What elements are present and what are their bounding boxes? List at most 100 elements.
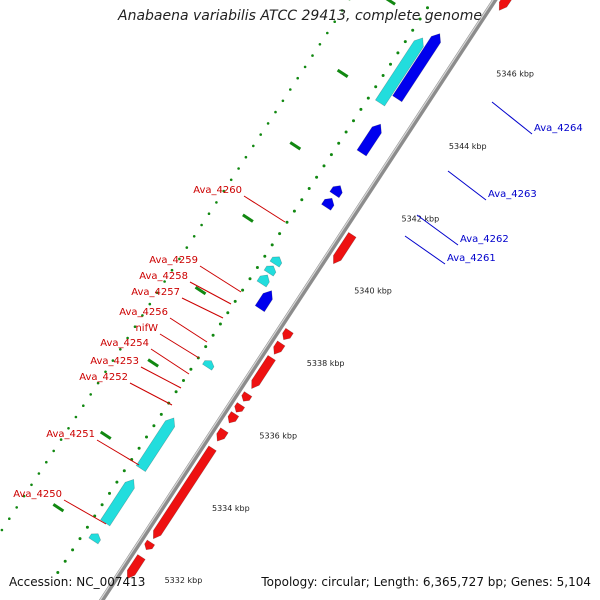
gc-dot xyxy=(222,189,226,193)
gc-dot xyxy=(233,299,237,303)
gc-dot xyxy=(207,212,211,215)
gc-dot xyxy=(115,480,119,484)
feature-ava-4258 xyxy=(263,265,277,277)
gc-dot xyxy=(274,110,277,114)
label-ava-4250: Ava_4250 xyxy=(13,489,62,500)
gc-dot xyxy=(263,254,267,258)
label-ava-4258: Ava_4258 xyxy=(139,271,188,282)
gc-dot xyxy=(300,198,304,202)
gc-dot xyxy=(163,280,166,283)
tick-label: 5340 kbp xyxy=(354,287,392,296)
tick-mark xyxy=(336,68,349,78)
tick-label: 5332 kbp xyxy=(165,576,203,585)
tick-mark xyxy=(99,430,112,440)
feature-ava-4255 xyxy=(273,340,286,355)
feature-ava-4251 xyxy=(135,417,176,473)
leader-line xyxy=(63,499,107,525)
feature-ava-4263 xyxy=(356,123,382,157)
gc-dot xyxy=(145,435,148,439)
gc-dot xyxy=(292,209,296,213)
gc-dot xyxy=(0,528,4,532)
gc-dot xyxy=(152,424,156,428)
gc-dot xyxy=(352,119,355,123)
gc-dot xyxy=(215,201,218,204)
tick-mark xyxy=(385,0,396,6)
gc-dot xyxy=(322,164,326,168)
gc-dot xyxy=(344,130,348,134)
tick-marks: 5332 kbp 5334 kbp 5336 kbp 5338 kbp 5340 kbp… xyxy=(52,0,534,585)
gc-dot xyxy=(381,74,385,77)
gc-dot xyxy=(174,390,178,394)
tick-label: 5338 kbp xyxy=(307,359,345,368)
feature-ava-4260 xyxy=(333,231,357,265)
backbone-line xyxy=(98,0,498,600)
gc-dot xyxy=(303,65,307,69)
feature-ava-4254 xyxy=(251,354,276,390)
feature-arrow xyxy=(392,33,441,103)
gc-dot xyxy=(104,370,107,374)
feature-arrow xyxy=(144,539,156,551)
tick-mark xyxy=(52,503,65,513)
leader-line xyxy=(447,170,487,201)
leader-line xyxy=(150,348,190,375)
tick-mark xyxy=(147,358,159,368)
gc-dot xyxy=(100,503,104,507)
gc-dot xyxy=(74,415,78,419)
tick-label: 5346 kbp xyxy=(496,70,534,79)
feature-arrow xyxy=(216,427,229,442)
feature-arrow xyxy=(227,411,240,424)
gc-dot xyxy=(111,359,115,362)
topology-text: Topology: circular; Length: 6,365,727 bp… xyxy=(261,575,591,589)
map-title: Anabaena variabilis ATCC 29413, complete… xyxy=(118,8,482,24)
label-ava-4259: Ava_4259 xyxy=(149,255,198,266)
leader-line xyxy=(169,317,208,343)
label-ava-4253: Ava_4253 xyxy=(90,356,139,367)
leader-line xyxy=(404,235,446,265)
gc-dot xyxy=(340,9,344,12)
leader-line xyxy=(181,297,224,319)
gc-dot xyxy=(255,266,259,269)
feature-arrow xyxy=(234,402,246,413)
gc-dot xyxy=(45,460,48,464)
gc-dot xyxy=(259,133,263,136)
gc-dot xyxy=(426,6,429,10)
gc-dot xyxy=(296,76,300,80)
gc-dot xyxy=(192,235,196,238)
gc-dot xyxy=(141,314,144,317)
leader-line xyxy=(491,101,533,135)
gc-dot xyxy=(82,404,85,408)
feature-arrow xyxy=(498,0,512,11)
leader-line xyxy=(129,382,173,406)
gc-dot xyxy=(78,537,82,541)
gc-dot xyxy=(170,268,174,272)
gc-dot xyxy=(237,167,240,170)
leader-line xyxy=(243,195,286,223)
gc-dot xyxy=(8,517,11,520)
label-ava-4251: Ava_4251 xyxy=(46,429,95,440)
gc-dot xyxy=(218,322,222,326)
gc-dot xyxy=(281,99,285,103)
gc-dot xyxy=(155,291,159,295)
label-ava-4260: Ava_4260 xyxy=(193,185,242,196)
gc-dot xyxy=(133,325,137,329)
feature-ava-4256 xyxy=(254,290,273,313)
tick-label: 5336 kbp xyxy=(259,432,297,441)
gc-dot xyxy=(318,43,322,46)
label-ava-4263: Ava_4263 xyxy=(488,189,537,200)
gc-dot xyxy=(185,246,189,249)
gc-dot xyxy=(333,20,337,24)
gc-dot xyxy=(311,54,314,57)
gc-dot xyxy=(244,155,248,159)
gc-dot xyxy=(418,17,422,21)
feature-ava-4264 xyxy=(374,37,424,107)
label-nifw: nifW xyxy=(135,323,158,334)
gc-dot xyxy=(148,302,152,306)
gc-dot xyxy=(182,379,185,382)
gc-dot xyxy=(56,571,60,574)
leader-line xyxy=(199,265,242,293)
leader-line xyxy=(96,439,140,466)
gc-dot xyxy=(71,548,75,552)
feature-ava-4259 xyxy=(269,256,283,268)
feature-labels: Ava_4250 Ava_4251 Ava_4252 Ava_4253 Ava_4254… xyxy=(13,101,583,525)
